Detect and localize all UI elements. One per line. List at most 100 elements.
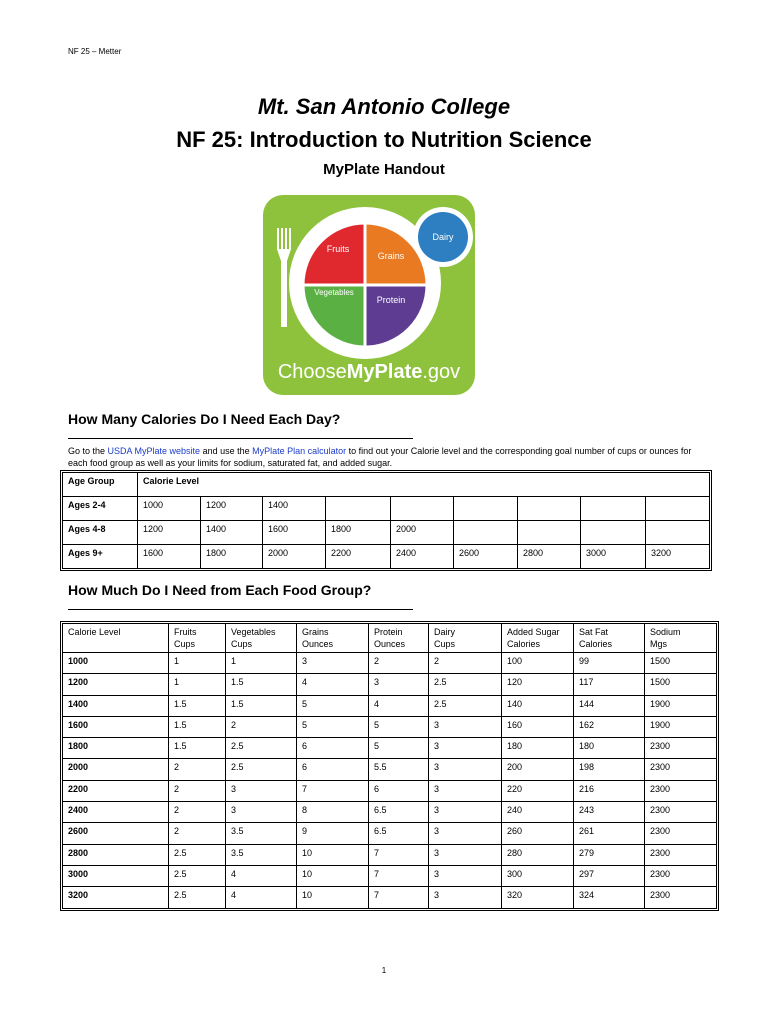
table-cell: 2000 <box>390 520 454 545</box>
table-cell: 1200 <box>200 496 263 521</box>
table-cell: 4 <box>225 886 297 909</box>
fork <box>277 228 291 327</box>
header-text: Cups <box>434 639 456 649</box>
header-text: Mgs <box>650 639 668 649</box>
table-cell: 180 <box>501 737 574 760</box>
course-title: NF 25: Introduction to Nutrition Science <box>176 127 592 152</box>
header-text: Added Sugar <box>507 627 560 637</box>
table-cell: 2000 <box>62 758 169 781</box>
table-cell: 2300 <box>644 779 717 803</box>
intro-paragraph: Go to the USDA MyPlate website and use t… <box>68 445 708 469</box>
table-cell: 5 <box>368 737 429 760</box>
table-cell: 160 <box>501 715 574 739</box>
grains-wedge <box>363 221 429 287</box>
vegetables-wedge <box>301 283 367 349</box>
table-row: Ages 9+ 1600 1800 2000 2200 2400 2600 2800 3000 3… <box>62 544 711 569</box>
text: and use the <box>200 446 253 456</box>
running-head: NF 25 – Metter <box>68 47 122 56</box>
table-cell: 300 <box>501 864 574 888</box>
table-cell <box>580 520 646 545</box>
table-cell <box>453 496 518 521</box>
table-cell: 3 <box>296 651 369 675</box>
header-cell: Dairy Cups <box>428 623 502 653</box>
table-cell: 7 <box>368 843 429 866</box>
table-cell: 297 <box>573 864 645 888</box>
table-cell: 2 <box>368 651 429 675</box>
table-cell: 5 <box>296 694 369 717</box>
table-row: 2600 2 3.5 9 6.5 3 260 261 2300 <box>62 822 717 845</box>
table-cell: 1900 <box>644 694 717 717</box>
table-cell: Ages 2-4 <box>62 496 138 521</box>
table-cell: 3000 <box>62 864 169 888</box>
header-text: Calories <box>507 639 541 649</box>
protein-wedge <box>363 283 429 349</box>
table-cell: 1.5 <box>225 694 297 717</box>
table-cell: 320 <box>501 886 574 909</box>
logo-site: ChooseMyPlate.gov <box>278 361 460 383</box>
table-cell: 2.5 <box>225 758 297 781</box>
table-cell: 7 <box>296 779 369 803</box>
site-part: .gov <box>422 361 460 383</box>
table-cell: 260 <box>501 822 574 845</box>
table-cell: 2.5 <box>168 843 226 866</box>
table-cell: 2600 <box>62 822 169 845</box>
table-cell <box>644 520 711 545</box>
table-cell: 3 <box>428 843 502 866</box>
dairy-label: Dairy <box>432 232 454 242</box>
table-cell: 9 <box>296 822 369 845</box>
table-cell: 2.5 <box>168 864 226 888</box>
table-row: 1400 1.5 1.5 5 4 2.5 140 144 1900 <box>62 694 717 717</box>
table-cell: 6 <box>296 737 369 760</box>
table-cell: 3 <box>225 801 297 824</box>
table-cell: 2.5 <box>168 886 226 909</box>
header-cell: Grains Ounces <box>296 623 369 653</box>
table-cell: 1.5 <box>168 715 226 739</box>
table-cell: 3 <box>428 801 502 824</box>
table-cell: 2300 <box>644 822 717 845</box>
table-cell: 1.5 <box>225 673 297 696</box>
table-cell: 4 <box>296 673 369 696</box>
table-row: 3200 2.5 4 10 7 3 320 324 2300 <box>62 886 717 909</box>
section-heading: How Much Do I Need from Each Food Group? <box>68 582 372 598</box>
header-text: Calorie Level <box>68 627 121 637</box>
link[interactable]: USDA MyPlate website <box>107 446 201 456</box>
heading-rule <box>68 438 413 439</box>
table-cell: 1800 <box>325 520 391 545</box>
table-cell: 2200 <box>325 544 391 569</box>
table-cell: 1200 <box>137 520 201 545</box>
table-row: 1200 1 1.5 4 3 2.5 120 117 1500 <box>62 673 717 696</box>
table-cell: 280 <box>501 843 574 866</box>
table-cell: 1200 <box>62 673 169 696</box>
table-cell: 2300 <box>644 843 717 866</box>
table-cell: 10 <box>296 886 369 909</box>
table-cell <box>517 496 581 521</box>
table-row: 2200 2 3 7 6 3 220 216 2300 <box>62 779 717 803</box>
header-cell: Added Sugar Calories <box>501 623 574 653</box>
table-cell: 5.5 <box>368 758 429 781</box>
table-cell: 3 <box>428 737 502 760</box>
table-cell <box>453 520 518 545</box>
table-cell: 5 <box>368 715 429 739</box>
table-cell: 1.5 <box>168 737 226 760</box>
table-cell: 2.5 <box>225 737 297 760</box>
dairy-circle <box>418 212 468 262</box>
table-cell: 140 <box>501 694 574 717</box>
table-cell: 216 <box>573 779 645 803</box>
table-cell: 261 <box>573 822 645 845</box>
subtitle: MyPlate Handout <box>323 161 445 178</box>
table-cell: 3 <box>428 758 502 781</box>
header-text: Ounces <box>374 639 406 649</box>
link[interactable]: MyPlate Plan calculator <box>252 446 347 456</box>
table-cell: 243 <box>573 801 645 824</box>
table-cell: 240 <box>501 801 574 824</box>
grains-label: Grains <box>378 251 405 261</box>
table-cell: 1400 <box>262 496 326 521</box>
header-cell: Age Group <box>62 472 138 497</box>
table-cell: 2300 <box>644 758 717 781</box>
header-text: Vegetables <box>231 627 276 637</box>
header-text: Cups <box>174 639 196 649</box>
header-row: Calorie Level Fruits Cups Vegetables Cups Gra… <box>62 623 717 653</box>
table-cell: 7 <box>368 864 429 888</box>
table-cell: 1000 <box>62 651 169 675</box>
